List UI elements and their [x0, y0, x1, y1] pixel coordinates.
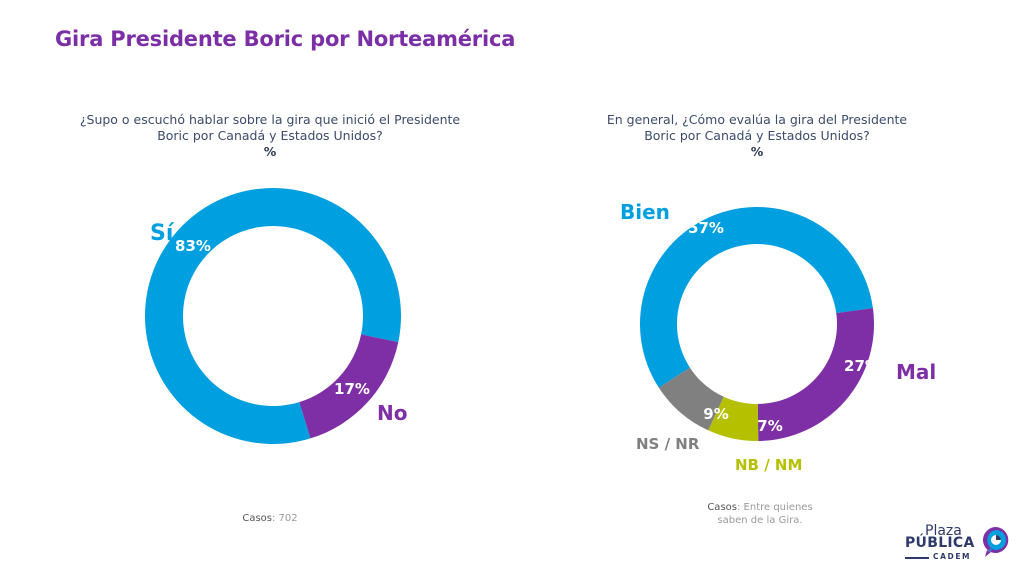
chart-1-slice-no — [299, 334, 399, 439]
logo-text-plaza: Plaza — [925, 523, 962, 539]
logo-text-cadem: CADEM — [933, 552, 972, 561]
chart-2-value-label: 57% — [688, 219, 724, 237]
chart-2-value-label: 9% — [703, 405, 728, 423]
chart-2-question-line1: En general, ¿Cómo evalúa la gira del Pre… — [606, 112, 908, 127]
chart-2-category-label: Bien — [620, 200, 670, 224]
chart-1-question-line2: Boric por Canadá y Estados Unidos? — [157, 128, 383, 143]
logo-text-publica: PÚBLICA — [905, 535, 975, 551]
chart-1-question-line1: ¿Supo o escuchó hablar sobre la gira que… — [79, 112, 461, 127]
chart-2-category-label: Mal — [896, 360, 936, 384]
chart-2-question: En general, ¿Cómo evalúa la gira del Pre… — [537, 112, 977, 160]
chart-2-footnote-value-line2: saben de la Gira. — [717, 515, 803, 526]
chart-2-slice-mal — [757, 308, 874, 441]
chart-1-category-label: No — [377, 401, 407, 425]
chart-1-footnote: Casos: 702 — [200, 512, 340, 525]
chart-2-slice-bien — [639, 206, 873, 388]
chart-2-slice-ns-nr — [658, 367, 724, 431]
chart-1-footnote-value: : 702 — [272, 513, 298, 524]
chart-2-category-label: NS / NR — [636, 435, 700, 453]
chart-2-category-label: NB / NM — [735, 456, 802, 474]
chart-1-slice-sí — [145, 187, 401, 445]
chart-1-value-label: 17% — [334, 380, 370, 398]
page-title: Gira Presidente Boric por Norteamérica — [55, 27, 516, 51]
chart-1-footnote-label: Casos — [242, 513, 272, 524]
chart-1-category-label: Sí — [150, 221, 175, 246]
chart-2-value-label: 27% — [844, 357, 880, 375]
speech-bubble-icon — [983, 527, 1009, 557]
chart-2-question-line2: Boric por Canadá y Estados Unidos? — [644, 128, 870, 143]
chart-2-footnote: Casos: Entre quienes saben de la Gira. — [680, 501, 840, 527]
chart-2-slice-nb-nm — [708, 396, 759, 441]
chart-2-footnote-label: Casos — [707, 502, 737, 513]
chart-2-unit: % — [750, 144, 764, 159]
chart-1-unit: % — [263, 144, 277, 159]
chart-1-value-label: 83% — [175, 237, 211, 255]
chart-2-value-label: 7% — [757, 417, 782, 435]
logo-underline — [905, 557, 929, 559]
chart-2-footnote-value: : Entre quienes — [736, 502, 813, 513]
plaza-publica-cadem-logo: Plaza PÚBLICA CADEM — [905, 523, 1015, 565]
chart-1-question: ¿Supo o escuchó hablar sobre la gira que… — [50, 112, 490, 160]
